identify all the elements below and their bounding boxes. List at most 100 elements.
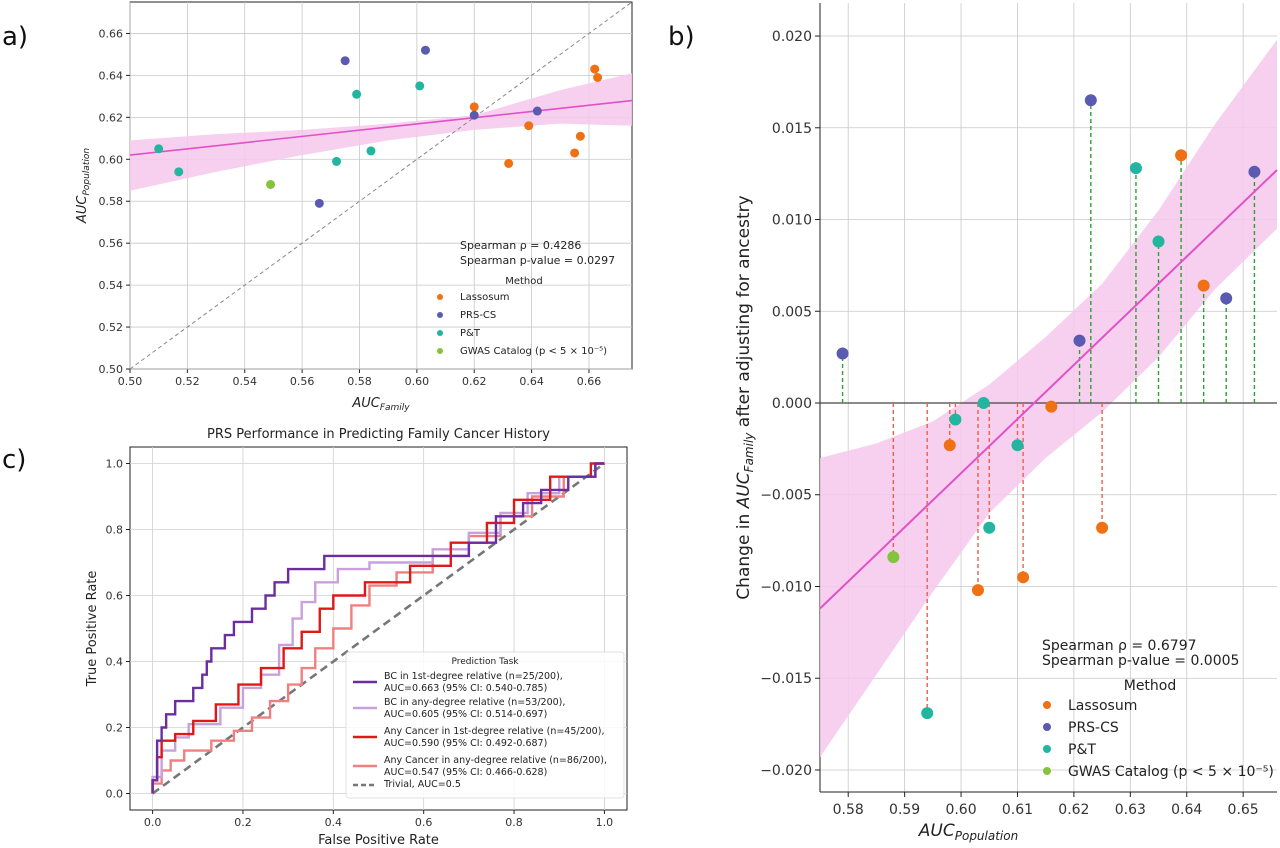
legend-marker bbox=[1043, 701, 1051, 709]
data-point bbox=[1197, 279, 1210, 292]
x-tick-label: 0.56 bbox=[290, 375, 315, 388]
y-tick-label: 0.50 bbox=[99, 363, 124, 376]
data-point bbox=[570, 148, 580, 158]
x-tick-label: 1.0 bbox=[596, 816, 614, 829]
x-tick-label: 0.63 bbox=[1115, 802, 1146, 818]
regression-line bbox=[129, 99, 633, 156]
x-tick-label: 0.61 bbox=[1002, 802, 1033, 818]
y-tick-label: 0.58 bbox=[99, 195, 124, 208]
legend-marker bbox=[1043, 723, 1051, 731]
spearman-pvalue: Spearman p-value = 0.0297 bbox=[460, 254, 615, 267]
x-axis-label: False Positive Rate bbox=[318, 833, 439, 848]
y-tick-label: 0.66 bbox=[99, 27, 124, 40]
y-axis-label: True Positive Rate bbox=[85, 571, 100, 688]
data-point bbox=[1129, 162, 1142, 175]
y-tick-label: −0.020 bbox=[760, 763, 812, 779]
data-point bbox=[971, 584, 984, 597]
legend-label-ci: AUC=0.590 (95% CI: 0.492-0.687) bbox=[384, 738, 547, 749]
legend-title: Method bbox=[1124, 678, 1177, 694]
chart-a: 0.50 0.52 0.54 0.56 0.58 0.60 0.62 0.64 0.66 0.50… bbox=[75, 1, 633, 413]
roc-curve-0 bbox=[151, 462, 605, 794]
data-point bbox=[469, 102, 479, 112]
legend-marker bbox=[1043, 767, 1051, 775]
y-tick-label: 0.010 bbox=[772, 213, 812, 229]
x-tick-label: 0.58 bbox=[347, 375, 372, 388]
data-point bbox=[943, 439, 956, 452]
x-tick-label: 0.64 bbox=[519, 375, 544, 388]
legend-label: Any Cancer in 1st-degree relative (n=45/… bbox=[384, 726, 604, 737]
legend-title: Prediction Task bbox=[452, 657, 520, 667]
y-tick-label: 0.000 bbox=[772, 396, 812, 412]
data-point bbox=[532, 106, 542, 116]
chart-b: 0.58 0.59 0.60 0.61 0.62 0.63 0.64 0.65 0.020 0.0… bbox=[734, 3, 1278, 843]
x-tick-label: 0.62 bbox=[1058, 802, 1089, 818]
x-tick-label: 0.58 bbox=[833, 802, 864, 818]
y-tick-label: −0.010 bbox=[760, 579, 812, 595]
data-point bbox=[1152, 235, 1165, 248]
data-point bbox=[949, 413, 962, 426]
data-point bbox=[366, 146, 376, 156]
data-point bbox=[504, 158, 514, 168]
data-point bbox=[469, 110, 479, 120]
legend-title: Method bbox=[505, 276, 543, 287]
y-tick-label: 0.54 bbox=[99, 279, 124, 292]
data-point bbox=[154, 144, 164, 154]
legend-label: P&T bbox=[460, 328, 481, 339]
x-tick-label: 0.6 bbox=[415, 816, 433, 829]
data-point bbox=[1220, 292, 1233, 305]
y-tick-label: 0.6 bbox=[106, 590, 124, 603]
y-tick-label: 0.020 bbox=[772, 29, 812, 45]
legend-marker bbox=[437, 294, 443, 300]
y-tick-label: 0.52 bbox=[99, 321, 124, 334]
x-tick-label: 0.62 bbox=[462, 375, 487, 388]
y-tick-label: 1.0 bbox=[106, 458, 124, 471]
legend-label: Lassosum bbox=[1068, 698, 1137, 714]
data-point bbox=[983, 521, 996, 534]
x-tick-label: 0.52 bbox=[175, 375, 200, 388]
x-tick-label: 0.65 bbox=[1228, 802, 1259, 818]
x-tick-label: 0.60 bbox=[945, 802, 976, 818]
legend-label: PRS-CS bbox=[460, 310, 496, 321]
y-tick-label: 0.4 bbox=[106, 656, 124, 669]
y-tick-label: 0.62 bbox=[99, 111, 124, 124]
y-tick-label: 0.0 bbox=[106, 788, 124, 801]
data-point bbox=[1084, 94, 1097, 107]
y-tick-label: 0.56 bbox=[99, 237, 124, 250]
x-tick-label: 0.4 bbox=[325, 816, 343, 829]
y-tick-label: −0.005 bbox=[760, 488, 812, 504]
data-point bbox=[1045, 400, 1058, 413]
legend-label-ci: AUC=0.663 (95% CI: 0.540-0.785) bbox=[384, 683, 547, 694]
data-point bbox=[887, 551, 900, 564]
x-axis-label: AUCFamily bbox=[351, 396, 410, 413]
x-tick-label: 0.0 bbox=[144, 816, 162, 829]
legend-label: Trivial, AUC=0.5 bbox=[383, 779, 461, 790]
data-point bbox=[524, 121, 534, 131]
x-tick-label: 0.2 bbox=[234, 816, 252, 829]
roc-curve-4 bbox=[151, 462, 606, 795]
data-point bbox=[314, 198, 324, 208]
legend-label: P&T bbox=[1068, 742, 1096, 758]
chart-c: 0.0 0.2 0.4 0.6 0.8 1.0 0.0 0.2 0.4 0.6 0.8 1.0 PRS … bbox=[85, 427, 628, 848]
legend-marker bbox=[437, 330, 443, 336]
spearman-rho: Spearman ρ = 0.4286 bbox=[460, 239, 581, 252]
legend-marker bbox=[437, 312, 443, 318]
identity-line bbox=[129, 1, 633, 370]
data-point bbox=[977, 397, 990, 410]
data-point bbox=[1011, 439, 1024, 452]
data-point bbox=[1248, 165, 1261, 178]
x-tick-label: 0.60 bbox=[405, 375, 430, 388]
y-tick-label: 0.64 bbox=[99, 69, 124, 82]
data-point bbox=[174, 167, 184, 177]
legend-label: Any Cancer in any-degree relative (n=86/… bbox=[384, 755, 607, 766]
data-point bbox=[420, 45, 430, 55]
legend-label: BC in any-degree relative (n=53/200), bbox=[384, 697, 565, 708]
legend-marker bbox=[437, 348, 443, 354]
x-tick-label: 0.59 bbox=[889, 802, 920, 818]
data-point bbox=[266, 179, 276, 189]
legend-label: GWAS Catalog (p < 5 × 10⁻⁵) bbox=[1068, 764, 1274, 780]
y-tick-label: −0.015 bbox=[760, 671, 812, 687]
data-point bbox=[921, 707, 934, 720]
x-tick-label: 0.64 bbox=[1171, 802, 1202, 818]
x-tick-label: 0.8 bbox=[505, 816, 523, 829]
chart-title: PRS Performance in Predicting Family Can… bbox=[207, 427, 550, 442]
